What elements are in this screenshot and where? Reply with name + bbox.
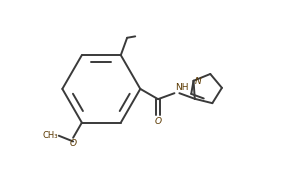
Text: O: O [69, 139, 77, 148]
Text: NH: NH [175, 83, 189, 92]
Text: CH₃: CH₃ [42, 131, 58, 140]
Text: O: O [154, 117, 162, 126]
Text: N: N [195, 77, 202, 86]
